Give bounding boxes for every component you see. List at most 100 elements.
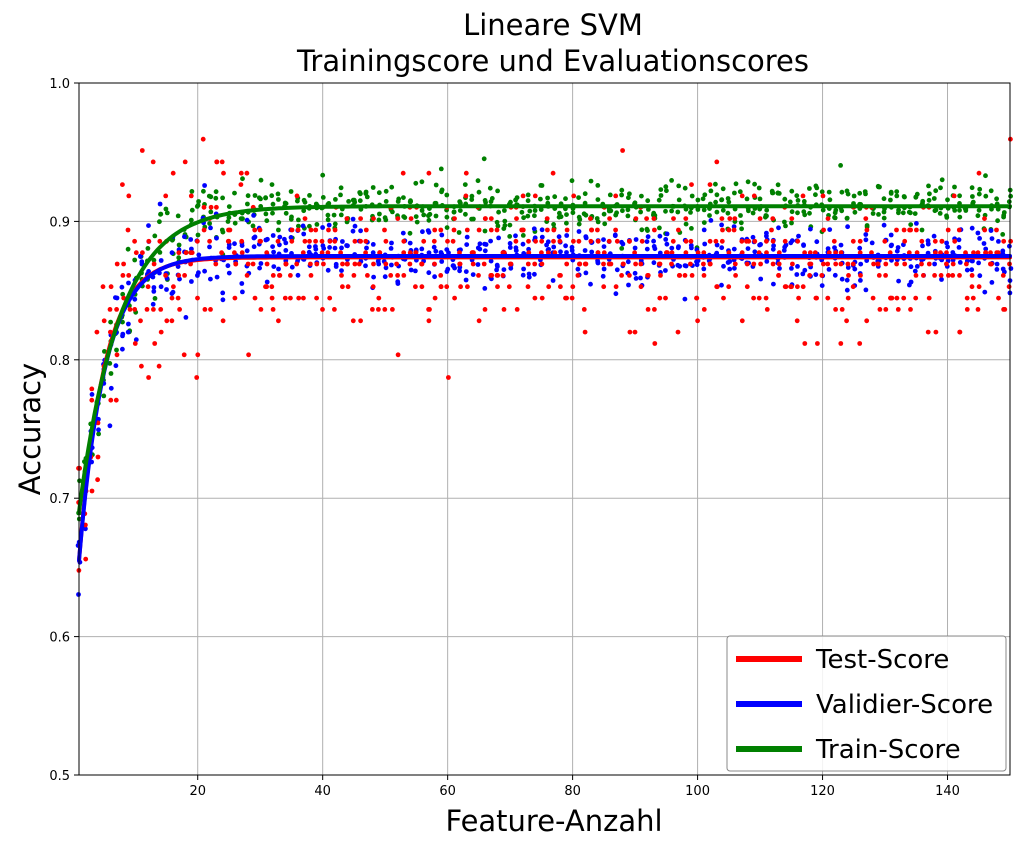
data-point	[595, 197, 601, 203]
data-point	[457, 268, 462, 274]
data-point	[763, 295, 769, 301]
data-point	[220, 290, 226, 296]
data-point	[719, 282, 724, 288]
data-point	[982, 216, 987, 222]
data-point	[507, 241, 513, 246]
data-point	[431, 244, 437, 250]
data-point	[302, 216, 308, 222]
data-point	[976, 260, 981, 266]
data-point	[226, 204, 232, 210]
data-point	[426, 170, 432, 176]
data-point	[976, 191, 982, 197]
data-point	[208, 276, 213, 282]
data-point	[545, 195, 550, 201]
data-point	[358, 228, 363, 234]
data-point	[627, 329, 633, 335]
data-point	[151, 307, 156, 312]
y-tick-label: 0.8	[49, 354, 70, 369]
data-point	[862, 189, 868, 195]
data-point	[857, 190, 863, 196]
data-point	[383, 265, 389, 271]
data-point	[938, 250, 943, 256]
data-point	[771, 243, 776, 249]
data-point	[213, 195, 219, 201]
data-point	[752, 181, 757, 187]
data-point	[714, 209, 720, 215]
data-point	[451, 227, 457, 233]
data-point	[764, 238, 769, 244]
data-point	[908, 279, 914, 285]
data-point	[813, 192, 818, 198]
data-point	[975, 230, 981, 236]
data-point	[732, 261, 738, 267]
data-point	[683, 250, 689, 256]
data-point	[175, 295, 181, 301]
data-point	[419, 284, 425, 290]
data-point	[969, 258, 975, 264]
data-point	[226, 270, 232, 276]
data-point	[1006, 284, 1012, 290]
data-point	[396, 196, 402, 202]
data-point	[307, 238, 312, 244]
data-point	[588, 178, 594, 184]
data-point	[169, 291, 175, 296]
data-point	[471, 216, 476, 222]
data-point	[306, 249, 312, 255]
y-tick-label: 1.0	[49, 77, 70, 92]
data-point	[564, 220, 569, 226]
data-point	[546, 250, 551, 256]
data-point	[669, 261, 674, 267]
data-point	[912, 268, 918, 274]
fit-curve-test-score	[77, 255, 1012, 563]
data-point	[727, 216, 733, 222]
data-point	[776, 273, 781, 278]
data-point	[812, 250, 818, 256]
data-point	[175, 213, 181, 219]
data-point	[881, 215, 887, 221]
data-point	[464, 227, 470, 233]
data-point	[132, 296, 138, 302]
data-point	[389, 240, 394, 246]
data-point	[146, 238, 152, 244]
data-point	[688, 261, 693, 267]
data-point	[365, 273, 370, 278]
data-point	[813, 295, 819, 301]
data-point	[983, 246, 989, 252]
data-point	[114, 295, 120, 301]
data-point	[595, 238, 601, 244]
data-point	[538, 207, 544, 213]
data-point	[876, 212, 881, 217]
data-point	[769, 227, 774, 233]
data-point	[789, 209, 795, 215]
data-point	[957, 273, 962, 278]
data-point	[701, 273, 707, 278]
data-point	[888, 232, 894, 238]
data-point	[426, 229, 432, 235]
data-point	[326, 227, 331, 233]
data-point	[858, 261, 864, 267]
data-point	[944, 215, 950, 220]
data-point	[513, 233, 518, 239]
data-point	[914, 264, 920, 269]
data-point	[988, 250, 993, 256]
data-point	[213, 261, 219, 267]
data-point	[908, 264, 914, 270]
data-point	[790, 261, 795, 267]
data-point	[363, 238, 369, 244]
data-point	[332, 238, 338, 244]
data-point	[370, 307, 375, 312]
data-point	[821, 227, 826, 233]
data-point	[925, 241, 931, 247]
data-point	[664, 250, 669, 256]
data-point	[788, 240, 794, 246]
data-point	[551, 222, 556, 227]
data-point	[550, 170, 556, 176]
data-point	[957, 329, 963, 335]
data-point	[933, 329, 939, 335]
y-tick-label: 0.9	[49, 215, 70, 230]
data-point	[894, 261, 899, 267]
data-point	[119, 284, 125, 290]
data-point	[488, 216, 494, 222]
data-point	[344, 216, 350, 222]
data-point	[219, 250, 225, 256]
